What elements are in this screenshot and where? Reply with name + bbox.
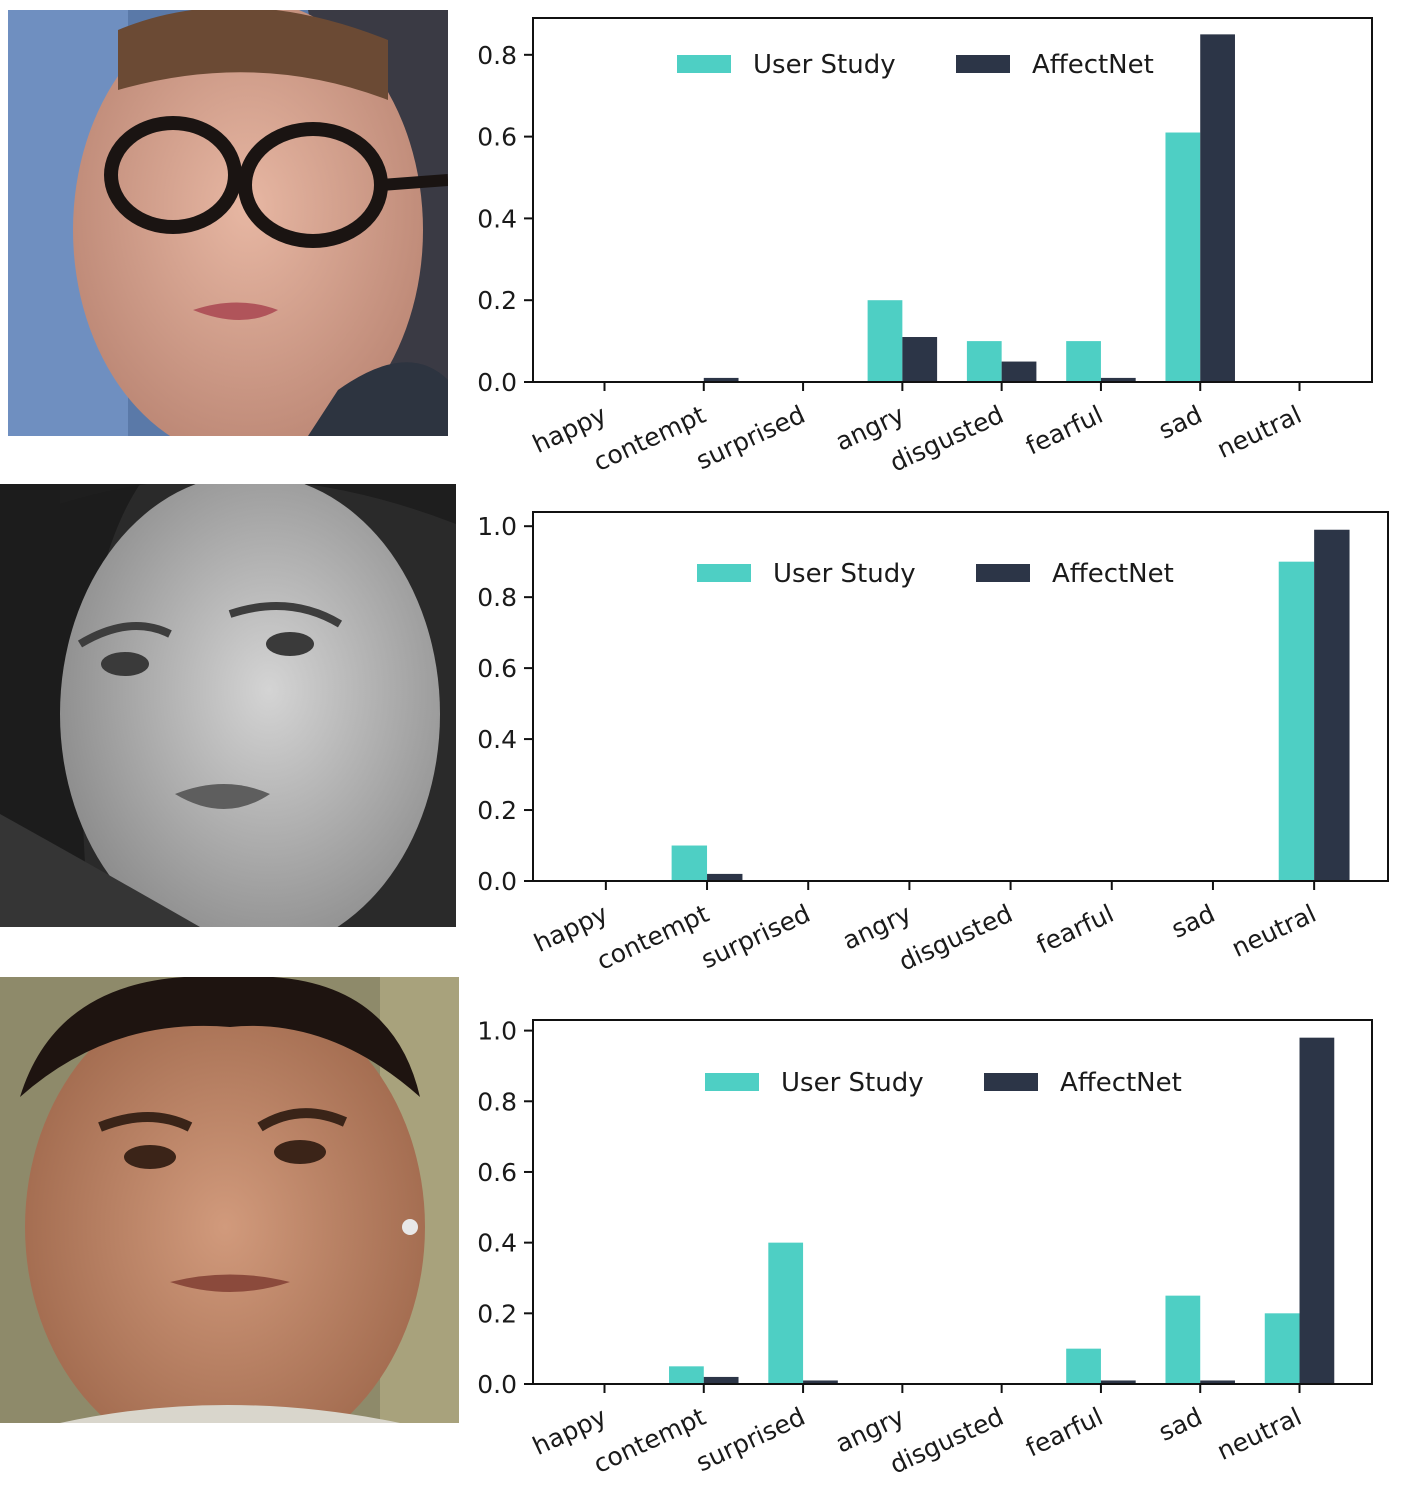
bar-user-study-angry (867, 300, 903, 382)
crying-woman-photo (8, 10, 448, 436)
plot-frame (532, 511, 1389, 882)
bar-affectnet-contempt (703, 377, 739, 382)
y-tick-label: 0.2 (477, 286, 517, 315)
bar-chart-1: 0.0 0.2 0.4 0.6 0.8 happy contempt surprised ang… (0, 0, 1402, 500)
bar-affectnet-contempt (703, 1376, 739, 1384)
legend-label-user-study: User Study (753, 50, 896, 80)
legend-swatch-user-study (697, 564, 751, 582)
y-tick-label: 0.8 (477, 41, 517, 70)
bar-affectnet-fearful (1100, 377, 1136, 382)
legend-swatch-affectnet (984, 1073, 1038, 1091)
legend-swatch-user-study (677, 55, 731, 73)
bar-affectnet-fearful (1100, 1380, 1136, 1384)
x-tick-label-sad: sad (1154, 1402, 1206, 1447)
bar-affectnet-sad (1200, 34, 1235, 382)
y-tick-label: 0.4 (477, 1229, 517, 1258)
young-man-photo (0, 977, 459, 1423)
y-tick-label: 0.4 (477, 725, 517, 754)
bar-user-study-surprised (768, 1242, 804, 1384)
y-tick-label: 0.8 (477, 1087, 517, 1116)
bar-user-study-disgusted (966, 341, 1002, 382)
bar-user-study-neutral (1278, 561, 1315, 881)
woman-grayscale-portrait-icon (0, 484, 456, 927)
bar-user-study-contempt (669, 1366, 704, 1384)
y-tick-label: 0.6 (477, 654, 517, 683)
bar-affectnet-neutral (1299, 1037, 1335, 1384)
bar-affectnet-neutral (1314, 529, 1350, 881)
bar-affectnet-surprised (803, 1380, 838, 1384)
bar-affectnet-contempt (707, 873, 743, 881)
legend-label-user-study: User Study (781, 1068, 924, 1098)
y-tick-label: 0.6 (477, 1158, 517, 1187)
legend-label-affectnet: AffectNet (1052, 559, 1174, 589)
x-tick-label-contempt: contempt (589, 1402, 710, 1479)
y-tick-label: 0.4 (477, 204, 517, 233)
woman-grayscale-photo (0, 484, 456, 927)
y-tick-label: 0.0 (477, 368, 517, 397)
bar-chart-2: 0.0 0.2 0.4 0.6 0.8 1.0 happy contempt surprised… (477, 511, 1389, 977)
x-tick-label-disgusted: disgusted (885, 1402, 1007, 1480)
bar-user-study-sad (1165, 1295, 1201, 1384)
bar-affectnet-angry (902, 337, 938, 382)
plot-frame (532, 1019, 1373, 1385)
y-tick-label: 0.2 (477, 1299, 517, 1328)
bar-affectnet-sad (1200, 1380, 1235, 1384)
y-tick-label: 0.0 (477, 1370, 517, 1399)
y-tick-label: 0.6 (477, 123, 517, 152)
bar-user-study-neutral (1264, 1313, 1300, 1384)
legend-swatch-affectnet (956, 55, 1010, 73)
x-tick-label-fearful: fearful (1021, 1402, 1107, 1463)
bar-user-study-fearful (1066, 341, 1101, 382)
y-tick-label: 0.8 (477, 583, 517, 612)
y-tick-label: 0.0 (477, 867, 517, 896)
y-tick-label: 0.2 (477, 796, 517, 825)
young-man-portrait-icon (0, 977, 459, 1423)
plot-frame (532, 17, 1373, 383)
y-tick-label: 1.0 (477, 1017, 517, 1046)
bar-affectnet-disgusted (1001, 361, 1037, 382)
crying-woman-with-glasses-icon (8, 10, 448, 436)
x-tick-label-surprised: surprised (692, 1402, 810, 1478)
bar-user-study-sad (1165, 132, 1201, 382)
legend-label-affectnet: AffectNet (1032, 50, 1154, 80)
legend-label-user-study: User Study (773, 559, 916, 589)
bar-chart-2-svg: 0.00.20.40.60.81.0happycontemptsurprised… (477, 511, 1389, 977)
legend-swatch-affectnet (976, 564, 1030, 582)
bar-user-study-contempt (671, 845, 708, 881)
y-tick-label: 1.0 (477, 512, 517, 541)
bar-user-study-fearful (1066, 1348, 1101, 1384)
legend-swatch-user-study (705, 1073, 759, 1091)
legend-label-affectnet: AffectNet (1060, 1068, 1182, 1098)
x-tick-label-neutral: neutral (1213, 1402, 1306, 1466)
